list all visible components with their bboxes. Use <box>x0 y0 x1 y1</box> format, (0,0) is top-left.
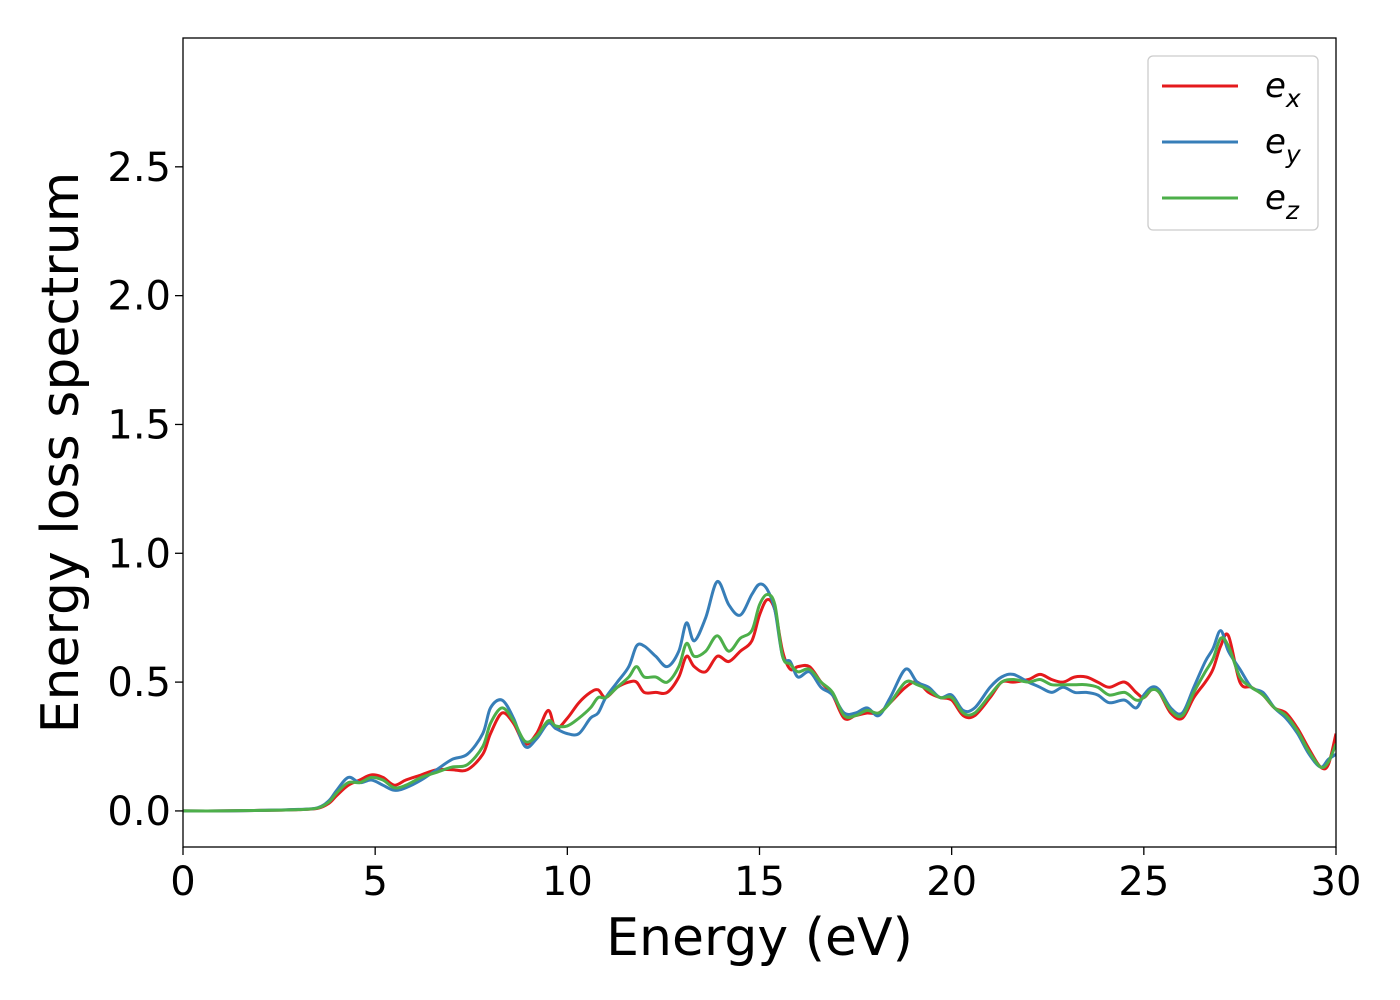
legend-label-x: ex <box>1265 66 1301 113</box>
y-tick-label: 0.0 <box>107 789 171 835</box>
legend-label-base: e <box>1265 122 1286 162</box>
x-axis-ticks: 0 5 10 15 20 25 30 <box>170 847 1361 905</box>
series-line-z <box>183 593 1336 813</box>
y-tick-label: 1.5 <box>107 402 171 448</box>
series-layer <box>183 580 1336 813</box>
x-tick-label: 15 <box>734 859 785 905</box>
legend-label-sub: y <box>1285 140 1302 169</box>
y-tick-label: 1.0 <box>107 531 171 577</box>
legend-label-sub: x <box>1285 84 1301 113</box>
legend-label-base: e <box>1265 178 1286 218</box>
legend-label-sub: z <box>1285 196 1300 225</box>
y-tick-label: 2.0 <box>107 274 171 320</box>
legend-label-z: ez <box>1265 178 1300 225</box>
x-axis-label: Energy (eV) <box>606 908 913 968</box>
y-axis-label: Energy loss spectrum <box>31 172 91 734</box>
legend-label-y: ey <box>1265 122 1302 169</box>
x-tick-label: 20 <box>926 859 977 905</box>
y-tick-label: 0.5 <box>107 660 171 706</box>
legend-label-base: e <box>1265 66 1286 106</box>
x-tick-label: 10 <box>542 859 593 905</box>
y-axis-ticks: 0.0 0.5 1.0 1.5 2.0 2.5 <box>107 145 183 835</box>
x-tick-label: 5 <box>362 859 387 905</box>
x-tick-label: 0 <box>170 859 195 905</box>
x-tick-label: 25 <box>1118 859 1169 905</box>
y-tick-label: 2.5 <box>107 145 171 191</box>
x-tick-label: 30 <box>1311 859 1362 905</box>
